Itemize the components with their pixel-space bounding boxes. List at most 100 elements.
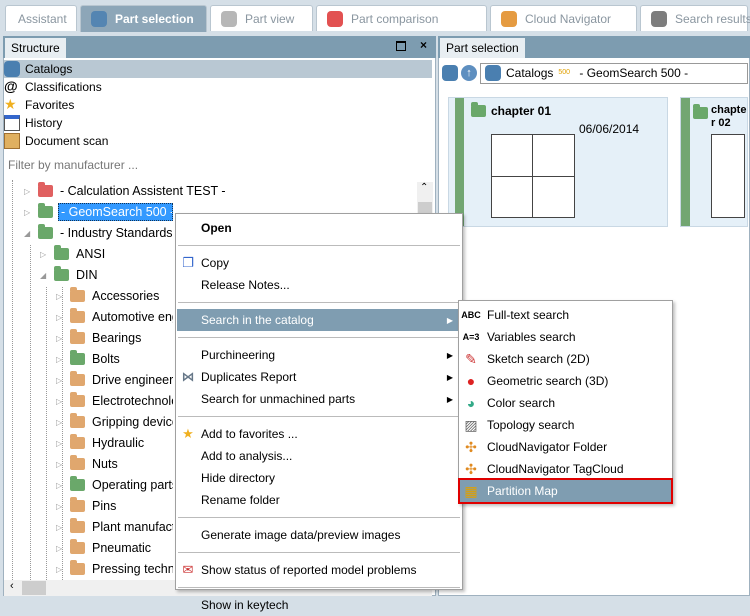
menu-item-cloudnavigator-tagcloud[interactable]: ✣ CloudNavigator TagCloud xyxy=(460,458,671,480)
tab-assistant[interactable]: Assistant xyxy=(5,5,77,31)
catalog-icon[interactable] xyxy=(442,65,458,81)
tree-node[interactable]: ▷ Drive engineering xyxy=(56,370,173,390)
folder-icon xyxy=(54,245,69,260)
close-icon[interactable]: × xyxy=(419,38,427,52)
menu-item-full-text-search[interactable]: ABC Full-text search xyxy=(460,304,671,326)
menu-item-label: Geometric search (3D) xyxy=(487,374,609,388)
tree-node[interactable]: ▷ Nuts xyxy=(56,454,120,474)
structure-item-classifications[interactable]: @ Classifications xyxy=(4,78,432,96)
cloud-navigator-icon: ✣ xyxy=(465,460,477,477)
tab-part-comparison[interactable]: Part comparison xyxy=(316,5,487,31)
tree-node[interactable]: ◢ - Industry Standards - xyxy=(24,223,173,243)
structure-item-catalogs[interactable]: Catalogs xyxy=(4,60,432,78)
expand-icon[interactable]: ▷ xyxy=(56,480,63,490)
menu-item-release-notes[interactable]: Release Notes... xyxy=(177,274,461,296)
scroll-thumb[interactable] xyxy=(22,581,46,595)
expand-icon[interactable]: ▷ xyxy=(24,207,31,217)
menu-item-sketch-search-2d[interactable]: ✎ Sketch search (2D) xyxy=(460,348,671,370)
partition-map-icon: ▦ xyxy=(464,482,478,499)
menu-item-add-to-favorites[interactable]: ★ Add to favorites ... xyxy=(177,423,461,445)
tree-node[interactable]: ▷ Automotive engineering xyxy=(56,307,173,327)
menu-item-open[interactable]: Open xyxy=(177,217,461,239)
tree-node-label: Nuts xyxy=(92,457,118,471)
tree-node[interactable]: ▷ Bearings xyxy=(56,328,143,348)
collapse-icon[interactable]: ◢ xyxy=(40,270,47,280)
expand-icon[interactable]: ▷ xyxy=(40,249,47,259)
menu-item-variables-search[interactable]: A=3 Variables search xyxy=(460,326,671,348)
tree-node[interactable]: ▷ ANSI xyxy=(40,244,107,264)
menu-item-search-for-unmachined-parts[interactable]: Search for unmachined parts ▶ xyxy=(177,388,461,410)
maximize-icon[interactable] xyxy=(396,41,406,51)
folder-icon xyxy=(70,539,85,554)
menu-item-color-search[interactable]: ◕ Color search xyxy=(460,392,671,414)
breadcrumb[interactable]: Catalogs 500 - GeomSearch 500 - xyxy=(480,62,748,84)
expand-icon[interactable]: ▷ xyxy=(56,354,63,364)
tree-node-label: Bolts xyxy=(92,352,120,366)
catalog-card[interactable]: chapter 02 xyxy=(680,97,748,227)
menu-item-label: Topology search xyxy=(487,418,575,432)
menu-item-topology-search[interactable]: ▨ Topology search xyxy=(460,414,671,436)
structure-item-label: Classifications xyxy=(25,80,102,94)
structure-tab[interactable]: Structure xyxy=(5,38,66,58)
menu-item-search-in-the-catalog[interactable]: Search in the catalog ▶ xyxy=(177,309,461,331)
tree-node[interactable]: ▷ Pneumatic xyxy=(56,538,153,558)
tab-part-view[interactable]: Part view xyxy=(210,5,313,31)
expand-icon[interactable]: ▷ xyxy=(56,396,63,406)
structure-item-document-scan[interactable]: Document scan xyxy=(4,132,432,150)
menu-item-label: Partition Map xyxy=(487,484,558,498)
tab-part-selection[interactable]: Part selection xyxy=(80,5,207,32)
menu-item-show-status-of-reported-model-problems[interactable]: ✉ Show status of reported model problems xyxy=(177,559,461,581)
tree-node[interactable]: ▷ Pressing technology xyxy=(56,559,173,579)
menu-item-hide-directory[interactable]: Hide directory xyxy=(177,467,461,489)
menu-item-cloudnavigator-folder[interactable]: ✣ CloudNavigator Folder xyxy=(460,436,671,458)
breadcrumb-item[interactable]: Catalogs xyxy=(506,66,554,80)
menu-item-add-to-analysis[interactable]: Add to analysis... xyxy=(177,445,461,467)
tree-node[interactable]: ◢ DIN xyxy=(40,265,100,285)
tree-node[interactable]: ▷ - Calculation Assistent TEST - xyxy=(24,181,228,201)
tree-node[interactable]: ▷ Pins xyxy=(56,496,118,516)
catalog-icon xyxy=(91,11,107,27)
menu-item-label: Full-text search xyxy=(487,308,570,322)
expand-icon[interactable]: ▷ xyxy=(56,522,63,532)
menu-item-label: Variables search xyxy=(487,330,576,344)
menu-item-rename-folder[interactable]: Rename folder xyxy=(177,489,461,511)
tree-node[interactable]: ▷ Electrotechnology xyxy=(56,391,173,411)
filter-input[interactable]: Filter by manufacturer ... xyxy=(8,158,139,172)
expand-icon[interactable]: ▷ xyxy=(24,186,31,196)
breadcrumb-item[interactable]: - GeomSearch 500 - xyxy=(579,66,689,80)
menu-item-duplicates-report[interactable]: ⋈ Duplicates Report ▶ xyxy=(177,366,461,388)
collapse-icon[interactable]: ◢ xyxy=(24,228,31,238)
tab-cloud-navigator[interactable]: Cloud Navigator xyxy=(490,5,637,31)
tab-search-results[interactable]: Search results xyxy=(640,5,750,31)
up-arrow-icon[interactable]: ↑ xyxy=(461,65,477,81)
expand-icon[interactable]: ▷ xyxy=(56,501,63,511)
expand-icon[interactable]: ▷ xyxy=(56,543,63,553)
part-selection-tab[interactable]: Part selection xyxy=(440,38,525,58)
catalog-card[interactable]: chapter 01 06/06/2014 xyxy=(448,97,668,227)
expand-icon[interactable]: ▷ xyxy=(56,291,63,301)
tree-node[interactable]: ▷ Operating parts xyxy=(56,475,173,495)
menu-item-geometric-search-3d[interactable]: ● Geometric search (3D) xyxy=(460,370,671,392)
scroll-up-icon[interactable]: ⌃ xyxy=(420,182,429,193)
expand-icon[interactable]: ▷ xyxy=(56,417,63,427)
tree-node[interactable]: ▷ - GeomSearch 500 - xyxy=(24,202,173,222)
expand-icon[interactable]: ▷ xyxy=(56,459,63,469)
structure-item-history[interactable]: History xyxy=(4,114,432,132)
tree-node[interactable]: ▷ Accessories xyxy=(56,286,161,306)
menu-item-generate-image-data-preview-images[interactable]: Generate image data/preview images xyxy=(177,524,461,546)
tree-node[interactable]: ▷ Gripping devices xyxy=(56,412,173,432)
expand-icon[interactable]: ▷ xyxy=(56,375,63,385)
tree-node[interactable]: ▷ Hydraulic xyxy=(56,433,146,453)
menu-item-copy[interactable]: ❐ Copy xyxy=(177,252,461,274)
tree-node[interactable]: ▷ Bolts xyxy=(56,349,122,369)
menu-item-show-in-keytech[interactable]: Show in keytech xyxy=(177,594,461,616)
menu-item-purchineering[interactable]: Purchineering ▶ xyxy=(177,344,461,366)
expand-icon[interactable]: ▷ xyxy=(56,312,63,322)
expand-icon[interactable]: ▷ xyxy=(56,333,63,343)
tree-node[interactable]: ▷ Plant manufacturing xyxy=(56,517,173,537)
scroll-left-icon[interactable]: ‹ xyxy=(10,580,14,592)
expand-icon[interactable]: ▷ xyxy=(56,564,63,574)
structure-item-favorites[interactable]: ★ Favorites xyxy=(4,96,432,114)
expand-icon[interactable]: ▷ xyxy=(56,438,63,448)
menu-item-partition-map[interactable]: ▦ Partition Map xyxy=(458,478,673,504)
